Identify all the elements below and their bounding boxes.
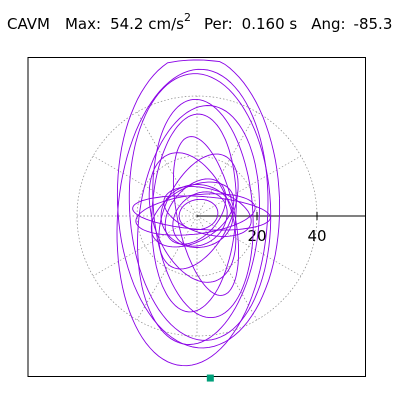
orbit-loop-15 <box>164 178 227 245</box>
orbit-loop-11 <box>163 186 252 237</box>
plot-frame <box>27 57 366 377</box>
orbit-loop-8 <box>158 153 239 270</box>
orbit-loop-12 <box>150 181 235 248</box>
orbit-loop-13 <box>160 184 234 248</box>
max-label: Max: <box>64 15 102 33</box>
orbit-loop-2 <box>128 73 272 341</box>
orbit-loop-16 <box>178 198 219 231</box>
grid-spoke-30 <box>196 155 302 217</box>
per-value: 0.160 s <box>241 15 298 33</box>
channel-name: CAVM <box>7 15 50 33</box>
orbit-loop-6 <box>172 136 240 296</box>
orbit-loop-5 <box>151 113 237 313</box>
ang-label: Ang: <box>311 15 346 33</box>
orbit-loop-0 <box>116 59 281 349</box>
ang-value: -85.3 <box>353 15 393 33</box>
grid-spoke-240 <box>136 215 198 321</box>
grid-spoke-60 <box>196 111 258 217</box>
radial-tick-label-20: 20 <box>247 227 266 245</box>
orbit-loop-4 <box>152 98 254 319</box>
polar-axis: 20 40 <box>197 212 366 245</box>
grid-spoke-330 <box>196 215 302 277</box>
orbit-loop-7 <box>148 152 237 283</box>
per-label: Per: <box>203 15 233 33</box>
orbit-loop-1 <box>116 68 269 367</box>
radial-tick-label-40: 40 <box>307 227 326 245</box>
grid-spoke-210 <box>92 215 198 277</box>
orbit-trace <box>116 59 281 367</box>
header-readout: CAVM Max: 54.2 cm/s2 Per: 0.160 s Ang: -85.3 <box>7 11 393 35</box>
orbit-loop-3 <box>137 105 260 345</box>
marker-layer <box>206 374 214 382</box>
peak-marker <box>206 374 214 382</box>
grid-spoke-120 <box>136 111 198 217</box>
max-value: 54.2 cm/s <box>110 15 184 33</box>
orbit-loop-9 <box>132 195 271 231</box>
max-exponent: 2 <box>183 11 191 24</box>
orbit-loop-14 <box>172 191 228 247</box>
